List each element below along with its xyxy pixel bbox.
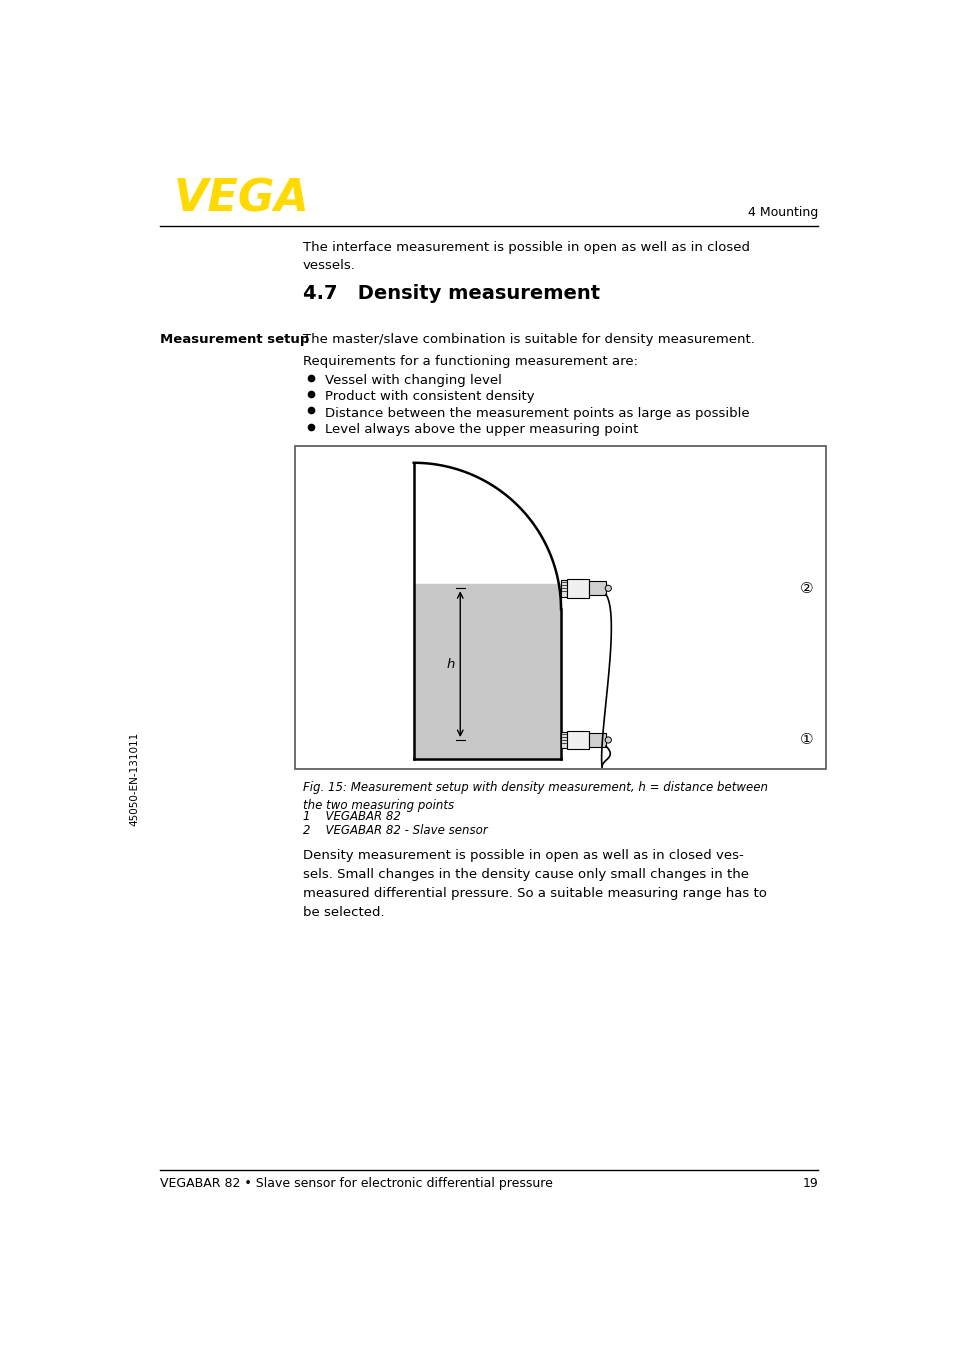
Text: Product with consistent density: Product with consistent density	[324, 390, 534, 403]
Text: Distance between the measurement points as large as possible: Distance between the measurement points …	[324, 406, 748, 420]
Circle shape	[604, 737, 611, 743]
Circle shape	[604, 585, 611, 592]
Text: 19: 19	[801, 1178, 818, 1190]
Text: VEGABAR 82 • Slave sensor for electronic differential pressure: VEGABAR 82 • Slave sensor for electronic…	[159, 1178, 552, 1190]
Text: The master/slave combination is suitable for density measurement.: The master/slave combination is suitable…	[303, 333, 754, 347]
Text: Density measurement is possible in open as well as in closed ves-
sels. Small ch: Density measurement is possible in open …	[303, 849, 766, 918]
Text: 45050-EN-131011: 45050-EN-131011	[130, 731, 139, 826]
Text: Requirements for a functioning measurement are:: Requirements for a functioning measureme…	[303, 355, 638, 368]
Text: VEGA: VEGA	[173, 177, 309, 221]
Bar	[567, 580, 588, 597]
Text: The interface measurement is possible in open as well as in closed
vessels.: The interface measurement is possible in…	[303, 241, 749, 272]
Text: 4 Mounting: 4 Mounting	[747, 206, 818, 219]
Text: 2    VEGABAR 82 - Slave sensor: 2 VEGABAR 82 - Slave sensor	[303, 825, 487, 837]
Bar	[567, 731, 588, 749]
Text: Vessel with changing level: Vessel with changing level	[324, 374, 501, 387]
Polygon shape	[414, 585, 560, 609]
Polygon shape	[414, 463, 560, 609]
Text: 4.7   Density measurement: 4.7 Density measurement	[303, 284, 599, 303]
Text: 1    VEGABAR 82: 1 VEGABAR 82	[303, 810, 400, 823]
Polygon shape	[414, 585, 560, 760]
Bar	[588, 581, 605, 596]
Text: ①: ①	[799, 733, 813, 747]
Text: ②: ②	[799, 581, 813, 596]
Bar	[560, 731, 567, 749]
Bar	[588, 733, 605, 747]
Bar	[294, 445, 825, 769]
Text: Level always above the upper measuring point: Level always above the upper measuring p…	[324, 422, 638, 436]
Text: Fig. 15: Measurement setup with density measurement, h = distance between
the tw: Fig. 15: Measurement setup with density …	[303, 781, 767, 812]
Bar	[560, 580, 567, 597]
Text: Measurement setup: Measurement setup	[159, 333, 309, 347]
Polygon shape	[414, 585, 560, 760]
Text: h: h	[446, 658, 455, 670]
